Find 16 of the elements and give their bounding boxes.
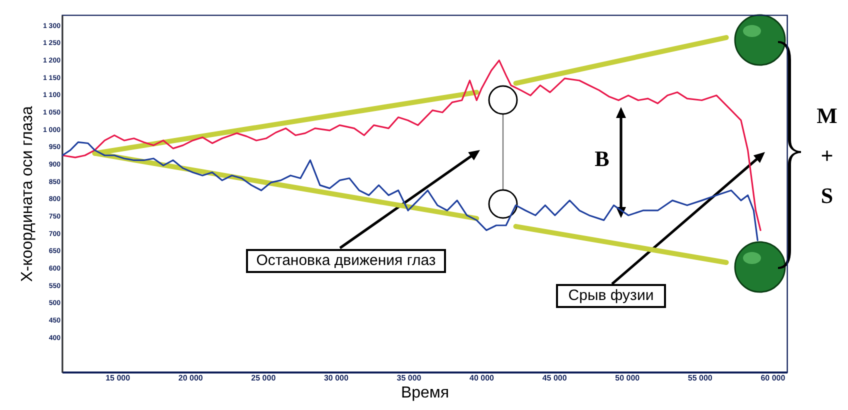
x-tick-label: 20 000 (178, 374, 204, 382)
annotation: B (594, 146, 610, 172)
y-axis-title: X-координата оси глаза (18, 106, 36, 282)
x-tick-label: 15 000 (106, 374, 131, 382)
x-tick-label: 50 000 (615, 374, 640, 382)
annotation: Срыв фузии (556, 284, 666, 308)
x-tick-label: 40 000 (470, 374, 495, 382)
text: M + S (816, 102, 838, 210)
x-tick-label: 25 000 (251, 374, 276, 382)
x-tick-label: 35 000 (396, 374, 422, 382)
x-tick-label: 60 000 (760, 374, 786, 382)
x-axis-title: Время (400, 384, 450, 402)
x-tick-label: 30 000 (324, 374, 349, 382)
x-tick-label: 45 000 (542, 374, 568, 382)
x-tick-label: 55 000 (688, 374, 713, 382)
annotation: Остановка движения глаз (246, 249, 446, 273)
